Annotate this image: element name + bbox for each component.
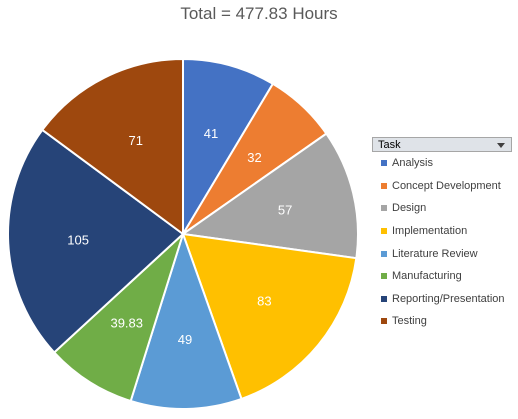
legend-swatch xyxy=(381,205,387,211)
legend-item: Reporting/Presentation xyxy=(372,288,512,311)
legend-swatch xyxy=(381,183,387,189)
legend-swatch xyxy=(381,251,387,257)
legend-label: Design xyxy=(392,202,426,214)
pie-slice-label-1: 32 xyxy=(247,150,261,165)
pie-slice-label-7: 71 xyxy=(129,133,143,148)
legend-label: Manufacturing xyxy=(392,270,462,282)
legend-swatch xyxy=(381,318,387,324)
legend-label: Analysis xyxy=(392,157,433,169)
pie-slice-label-2: 57 xyxy=(278,202,292,217)
legend-item: Analysis xyxy=(372,152,512,175)
legend-title: Task xyxy=(378,139,401,151)
legend-filter-button[interactable]: Task xyxy=(372,137,512,152)
legend-swatch xyxy=(381,273,387,279)
legend-swatch xyxy=(381,228,387,234)
legend-label: Reporting/Presentation xyxy=(392,293,505,305)
legend-item: Testing xyxy=(372,310,512,333)
legend-label: Concept Development xyxy=(392,180,501,192)
legend-label: Testing xyxy=(392,315,427,327)
legend-item: Design xyxy=(372,197,512,220)
legend-label: Implementation xyxy=(392,225,467,237)
pie-slice-label-4: 49 xyxy=(178,332,192,347)
pie-slice-label-3: 83 xyxy=(257,293,271,308)
legend-swatch xyxy=(381,296,387,302)
chevron-down-icon[interactable] xyxy=(497,143,505,148)
legend: Task Analysis Concept Development Design Im… xyxy=(372,137,512,333)
legend-items: Analysis Concept Development Design Impleme… xyxy=(372,152,512,333)
legend-item: Implementation xyxy=(372,220,512,243)
pie-slice-label-6: 105 xyxy=(67,233,89,248)
legend-item: Concept Development xyxy=(372,175,512,198)
pie-slice-label-0: 41 xyxy=(204,126,218,141)
legend-label: Literature Review xyxy=(392,248,478,260)
pie-slice-label-5: 39.83 xyxy=(110,316,143,331)
legend-item: Manufacturing xyxy=(372,265,512,288)
legend-swatch xyxy=(381,160,387,166)
legend-item: Literature Review xyxy=(372,242,512,265)
